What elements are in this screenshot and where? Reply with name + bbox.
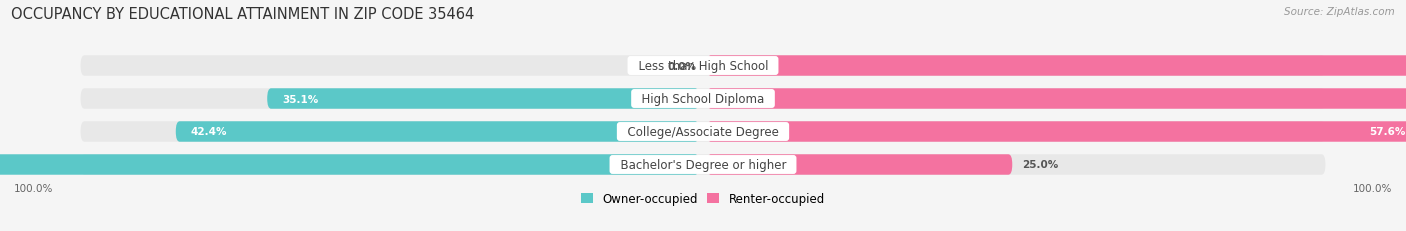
FancyBboxPatch shape — [267, 89, 699, 109]
FancyBboxPatch shape — [707, 89, 1406, 109]
FancyBboxPatch shape — [707, 155, 1012, 175]
Text: College/Associate Degree: College/Associate Degree — [620, 125, 786, 138]
Text: 100.0%: 100.0% — [1353, 183, 1392, 193]
Text: Less than High School: Less than High School — [630, 60, 776, 73]
FancyBboxPatch shape — [707, 56, 1406, 76]
Text: 25.0%: 25.0% — [1022, 160, 1059, 170]
FancyBboxPatch shape — [707, 122, 1406, 142]
Legend: Owner-occupied, Renter-occupied: Owner-occupied, Renter-occupied — [576, 188, 830, 210]
Text: High School Diploma: High School Diploma — [634, 93, 772, 106]
Text: 57.6%: 57.6% — [1369, 127, 1406, 137]
FancyBboxPatch shape — [0, 155, 699, 175]
Text: OCCUPANCY BY EDUCATIONAL ATTAINMENT IN ZIP CODE 35464: OCCUPANCY BY EDUCATIONAL ATTAINMENT IN Z… — [11, 7, 474, 22]
FancyBboxPatch shape — [80, 155, 1326, 175]
FancyBboxPatch shape — [176, 122, 699, 142]
Text: 42.4%: 42.4% — [191, 127, 228, 137]
Text: Source: ZipAtlas.com: Source: ZipAtlas.com — [1284, 7, 1395, 17]
FancyBboxPatch shape — [80, 122, 1326, 142]
FancyBboxPatch shape — [80, 56, 1326, 76]
Text: Bachelor's Degree or higher: Bachelor's Degree or higher — [613, 158, 793, 171]
FancyBboxPatch shape — [80, 89, 1326, 109]
Text: 35.1%: 35.1% — [283, 94, 318, 104]
Text: 0.0%: 0.0% — [668, 61, 697, 71]
Text: 100.0%: 100.0% — [14, 183, 53, 193]
